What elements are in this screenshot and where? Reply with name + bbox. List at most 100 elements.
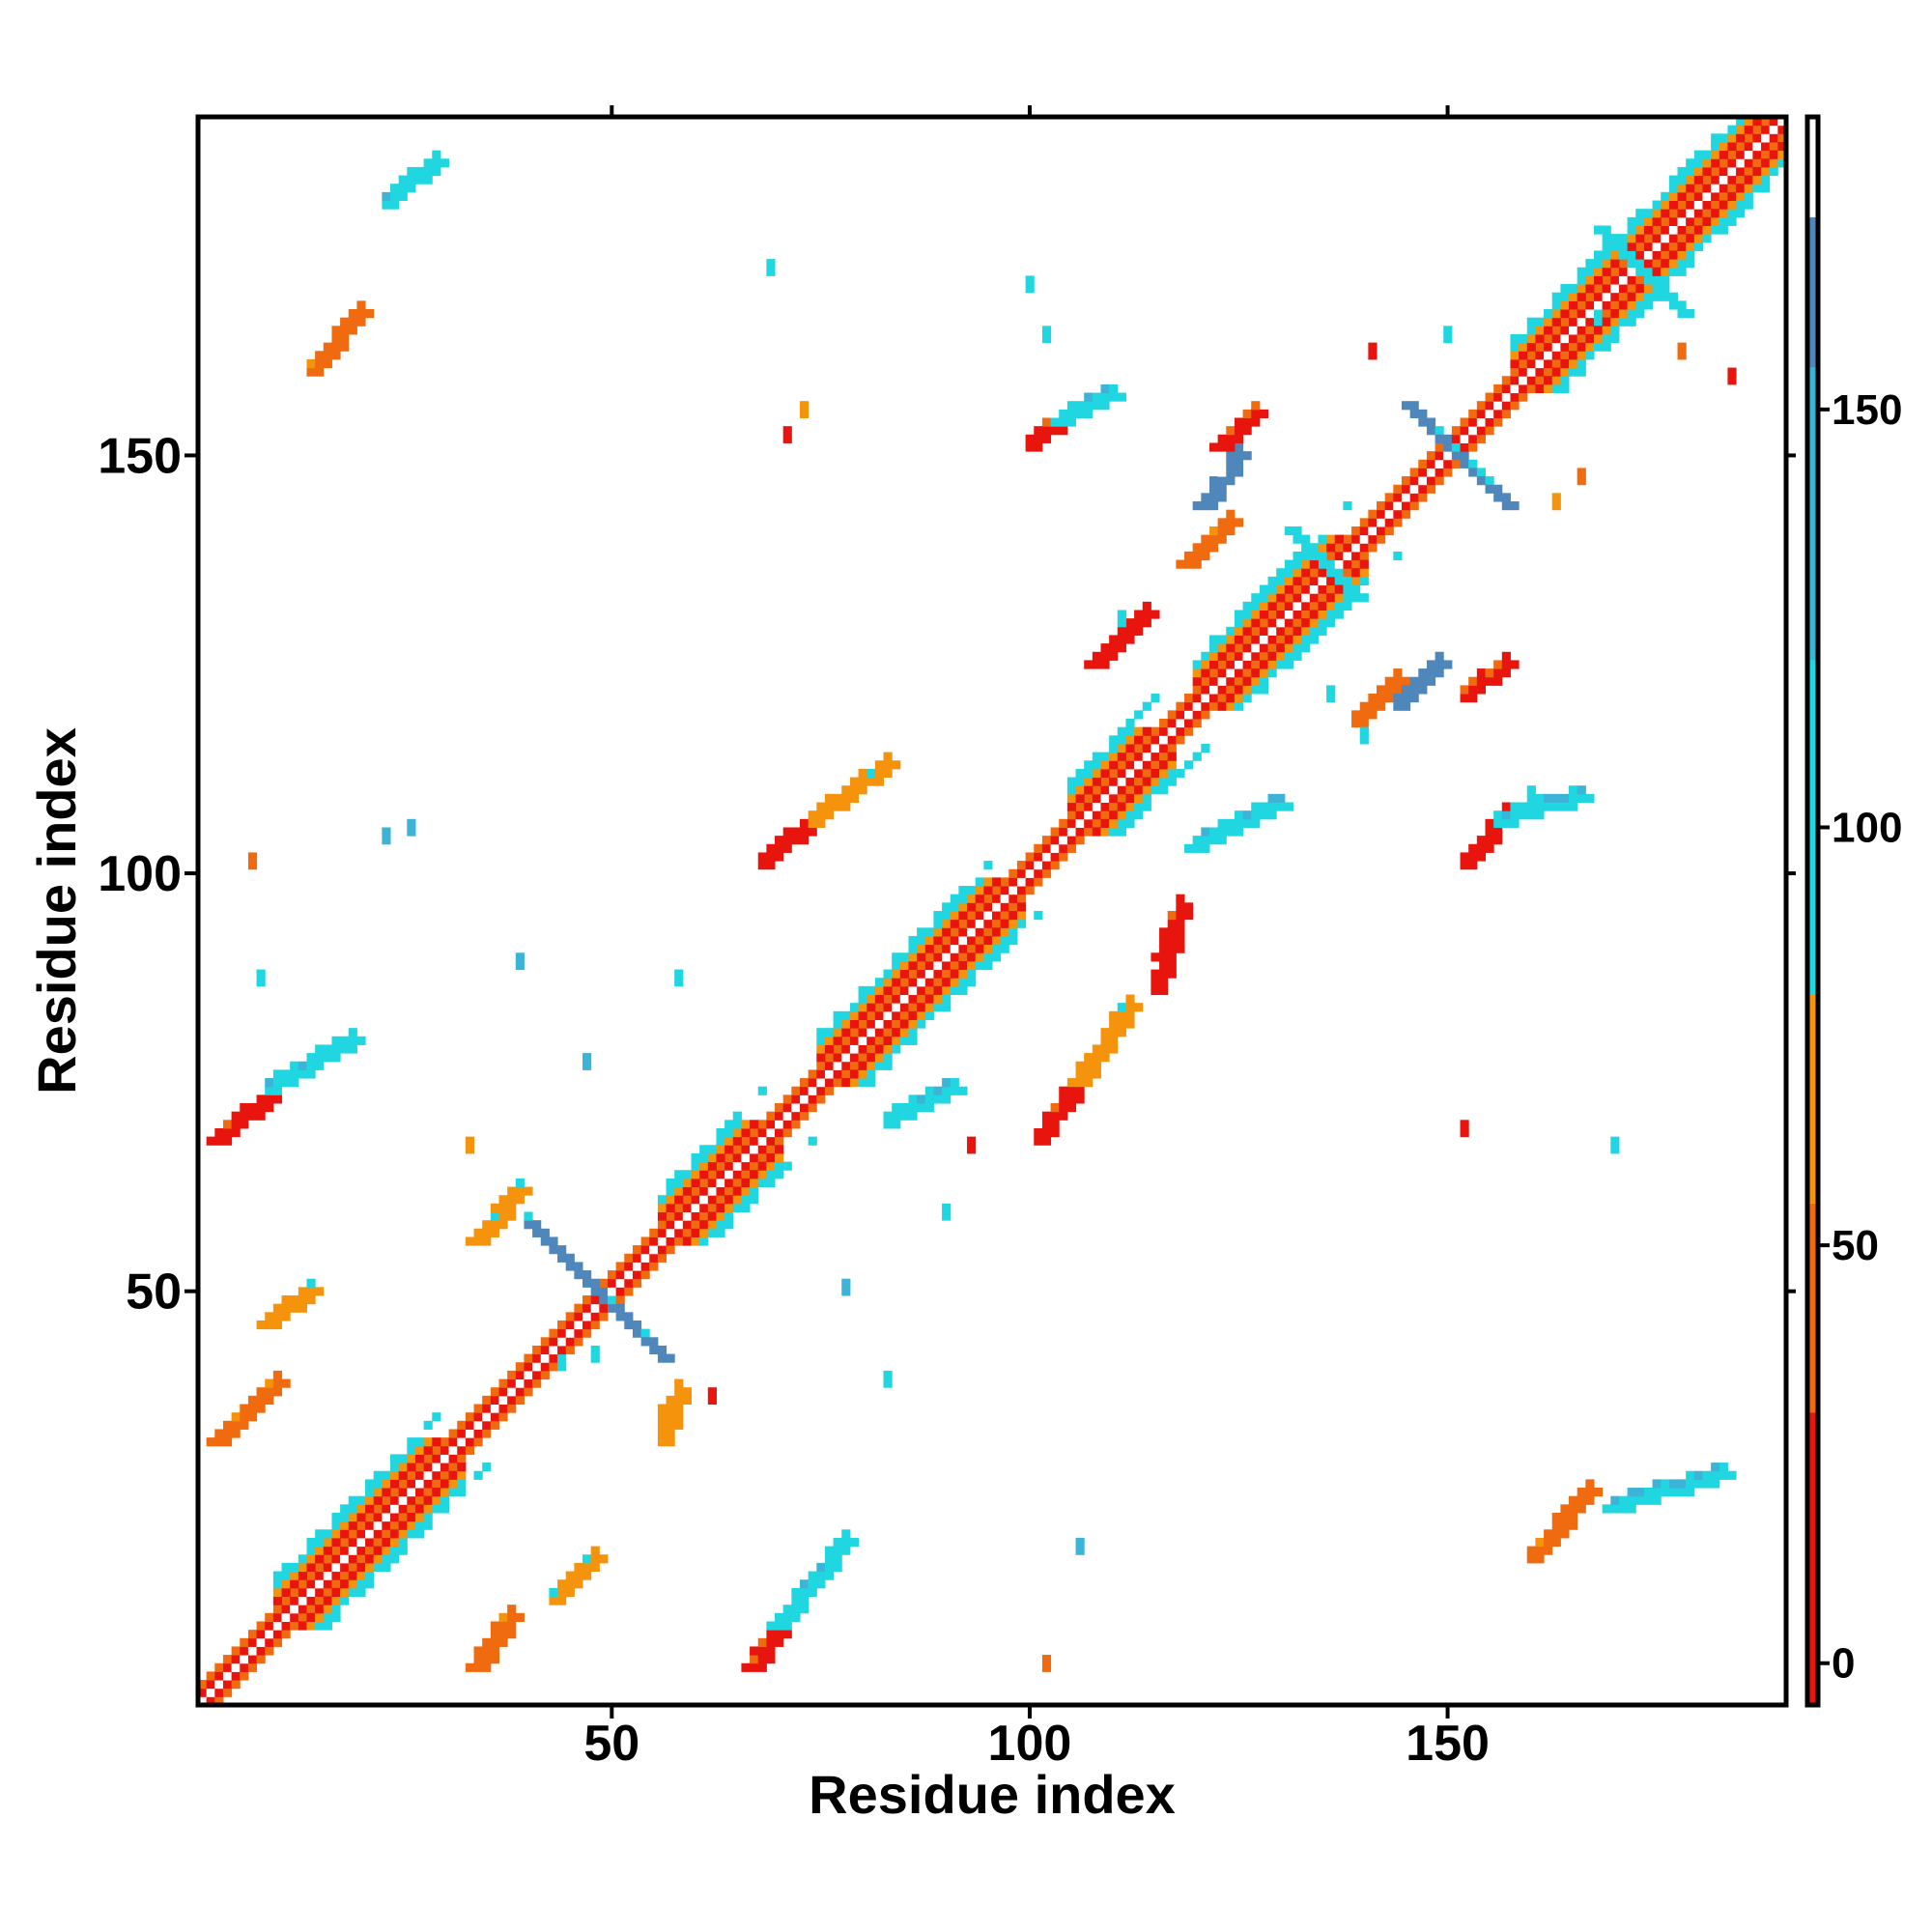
contact-cell bbox=[306, 1571, 316, 1580]
contact-cell bbox=[992, 952, 1002, 962]
contact-cell bbox=[524, 1370, 533, 1380]
contact-cell bbox=[1000, 886, 1009, 895]
contact-cell bbox=[632, 1253, 642, 1263]
contact-cell bbox=[457, 1463, 467, 1472]
contact-cell bbox=[942, 1078, 952, 1088]
contact-cell bbox=[390, 1537, 400, 1548]
contact-cell bbox=[883, 768, 893, 779]
contact-cell bbox=[599, 1312, 609, 1321]
contact-cell bbox=[1293, 576, 1302, 586]
contact-cell bbox=[1719, 175, 1728, 185]
contact-cell bbox=[775, 843, 784, 853]
contact-cell bbox=[1602, 1504, 1611, 1514]
contact-cell bbox=[691, 1178, 700, 1188]
contact-cell bbox=[833, 1078, 842, 1088]
contact-cell bbox=[1050, 836, 1060, 845]
contact-cell bbox=[1334, 601, 1344, 611]
contact-cell bbox=[1485, 392, 1494, 402]
contact-cell bbox=[1041, 426, 1052, 436]
contact-cell bbox=[1208, 534, 1219, 544]
contact-cell bbox=[1125, 768, 1135, 779]
contact-cell bbox=[465, 1437, 475, 1447]
contact-cell bbox=[414, 1488, 425, 1497]
contact-cell bbox=[716, 1145, 725, 1154]
contact-cell bbox=[1125, 793, 1135, 804]
contact-cell bbox=[265, 1078, 274, 1088]
contact-cell bbox=[1059, 1094, 1068, 1104]
contact-cell bbox=[724, 1136, 734, 1146]
contact-cell bbox=[1510, 333, 1520, 344]
contact-cell bbox=[1602, 225, 1611, 235]
contact-cell bbox=[1643, 242, 1654, 251]
contact-cell bbox=[615, 1312, 625, 1321]
contact-cell bbox=[1208, 493, 1219, 502]
contact-cell bbox=[231, 1111, 241, 1121]
contact-cell bbox=[1693, 225, 1703, 235]
contact-cell bbox=[1167, 735, 1177, 745]
contact-cell bbox=[924, 969, 934, 979]
contact-cell bbox=[281, 1069, 291, 1079]
contact-cell bbox=[1377, 534, 1386, 544]
contact-cell bbox=[1351, 584, 1361, 594]
contact-cell bbox=[1125, 735, 1135, 745]
contact-cell bbox=[750, 1120, 759, 1129]
contact-cell bbox=[824, 1036, 835, 1045]
contact-cell bbox=[490, 1203, 499, 1212]
contact-cell bbox=[1251, 643, 1261, 653]
contact-cell bbox=[1510, 342, 1520, 352]
contact-cell bbox=[315, 1605, 325, 1614]
contact-cell bbox=[950, 944, 959, 953]
contact-cell bbox=[782, 836, 792, 845]
contact-cell bbox=[465, 1445, 475, 1455]
contact-cell bbox=[967, 960, 977, 971]
contact-cell bbox=[691, 1170, 700, 1179]
contact-cell bbox=[290, 1579, 299, 1589]
contact-cell bbox=[942, 1211, 952, 1221]
contact-cell bbox=[1176, 710, 1185, 720]
contact-cell bbox=[908, 1094, 918, 1104]
contact-cell bbox=[1084, 785, 1094, 795]
contact-cell bbox=[799, 827, 810, 837]
contact-cell bbox=[1267, 643, 1277, 653]
contact-cell bbox=[983, 894, 993, 903]
contact-cell bbox=[240, 1420, 249, 1430]
contact-cell bbox=[1476, 843, 1486, 853]
contact-cell bbox=[306, 1061, 316, 1070]
contact-cell bbox=[549, 1245, 558, 1255]
contact-cell bbox=[1284, 626, 1293, 636]
contact-cell bbox=[791, 1103, 801, 1113]
contact-cell bbox=[1134, 743, 1144, 753]
contact-cell bbox=[290, 1605, 299, 1614]
contact-cell bbox=[1117, 726, 1126, 736]
contact-cell bbox=[1075, 1069, 1085, 1079]
contact-cell bbox=[1075, 1078, 1085, 1088]
contact-cell bbox=[732, 1178, 742, 1188]
contact-cell bbox=[808, 1078, 817, 1088]
contact-cell bbox=[1301, 584, 1311, 594]
contact-cell bbox=[766, 1127, 776, 1138]
contact-cell bbox=[1259, 584, 1269, 594]
contact-cell bbox=[1769, 141, 1778, 152]
contact-cell bbox=[716, 1170, 725, 1179]
contact-cell bbox=[1176, 935, 1185, 946]
contact-cell bbox=[1267, 660, 1277, 669]
contact-cell bbox=[1368, 526, 1378, 536]
contact-cell bbox=[1577, 300, 1586, 310]
contact-cell bbox=[490, 1211, 499, 1221]
contact-cell bbox=[222, 1429, 233, 1438]
contact-cell bbox=[1217, 534, 1227, 544]
contact-cell bbox=[206, 1680, 215, 1690]
contact-cell bbox=[1501, 392, 1511, 402]
contact-cell bbox=[1251, 676, 1261, 686]
contact-cell bbox=[1585, 267, 1595, 276]
contact-cell bbox=[1569, 793, 1578, 804]
contact-cell bbox=[222, 1662, 233, 1672]
contact-cell bbox=[465, 1145, 475, 1154]
contact-cell bbox=[432, 1463, 441, 1472]
contact-cell bbox=[1535, 367, 1545, 377]
contact-cell bbox=[1226, 651, 1236, 661]
contact-cell bbox=[691, 1186, 700, 1196]
contact-cell bbox=[833, 1537, 842, 1548]
contact-cell bbox=[724, 1152, 734, 1163]
contact-cell bbox=[1510, 660, 1520, 669]
